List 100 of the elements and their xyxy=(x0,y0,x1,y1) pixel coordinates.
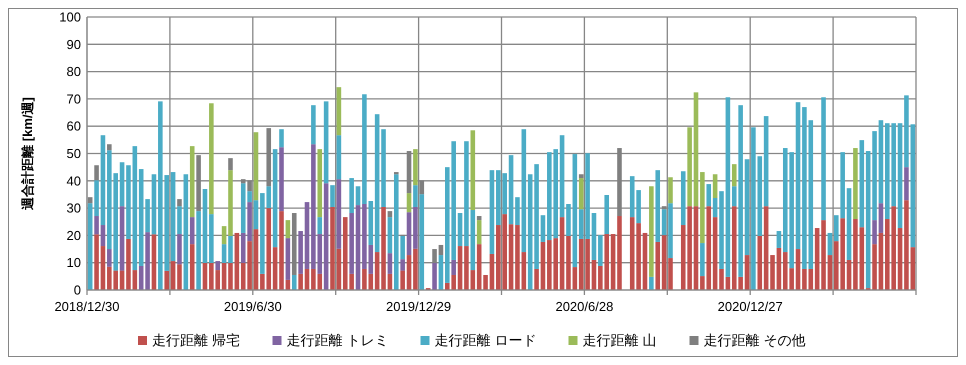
bar xyxy=(240,183,246,233)
y-tick-label: 60 xyxy=(66,118,81,134)
bar xyxy=(190,146,195,218)
bar xyxy=(578,238,584,290)
bar xyxy=(254,132,258,200)
bar xyxy=(438,255,444,290)
bar xyxy=(891,206,896,290)
x-tick-label: 2019/6/30 xyxy=(224,299,282,314)
bar xyxy=(413,149,418,186)
bar xyxy=(419,194,424,290)
bar xyxy=(904,167,909,200)
bar xyxy=(164,175,170,271)
bar xyxy=(286,220,290,238)
bar xyxy=(362,268,367,290)
bar xyxy=(910,124,916,248)
bar xyxy=(522,129,526,252)
bar xyxy=(330,185,335,208)
bar xyxy=(764,116,768,206)
bar xyxy=(215,261,220,270)
bar xyxy=(272,149,278,248)
bar xyxy=(368,274,374,290)
y-tick-label: 80 xyxy=(66,64,81,80)
bar xyxy=(138,169,144,266)
bar xyxy=(553,149,558,238)
bar xyxy=(706,184,712,206)
bar xyxy=(413,185,418,208)
bar xyxy=(228,158,233,170)
bar xyxy=(324,183,328,290)
bar xyxy=(286,238,290,280)
bar xyxy=(190,244,195,290)
bar xyxy=(680,225,686,290)
bar xyxy=(113,270,118,290)
bar xyxy=(860,227,864,290)
bar xyxy=(388,211,392,218)
bar xyxy=(502,214,507,290)
bar xyxy=(732,164,737,186)
bar xyxy=(808,120,814,269)
bar xyxy=(649,276,654,290)
bar xyxy=(885,123,890,220)
bar xyxy=(247,202,252,242)
bar xyxy=(120,206,124,271)
x-tick-label: 2018/12/30 xyxy=(54,299,120,314)
y-axis-title: 週合計距離 [km/週] xyxy=(20,97,35,211)
bar xyxy=(324,101,328,184)
bar xyxy=(522,252,526,290)
bar xyxy=(476,244,482,290)
bar xyxy=(528,174,532,290)
y-tick-label: 40 xyxy=(66,173,81,188)
y-tick-label: 0 xyxy=(74,282,81,298)
bar xyxy=(349,274,354,290)
bar xyxy=(445,167,450,283)
bar xyxy=(240,232,246,263)
x-tick-label: 2020/12/27 xyxy=(718,299,783,314)
legend-label: 走行距離 帰宅 xyxy=(152,332,240,348)
bar xyxy=(496,225,501,290)
bar xyxy=(490,170,494,254)
bar xyxy=(732,186,737,206)
bar xyxy=(317,234,322,274)
bar xyxy=(451,141,456,260)
bar xyxy=(177,199,182,206)
bar xyxy=(336,87,342,136)
bar xyxy=(445,282,450,290)
bar xyxy=(451,260,456,275)
legend-label: 走行距離 ロード xyxy=(434,332,536,348)
bar xyxy=(885,219,890,290)
bar xyxy=(342,217,348,290)
bar xyxy=(502,173,507,214)
bar xyxy=(400,236,405,260)
bar xyxy=(476,220,482,244)
x-tick-label: 2020/6/28 xyxy=(555,299,614,314)
bar xyxy=(470,210,476,270)
bar xyxy=(732,206,737,290)
bar xyxy=(834,241,839,290)
bar xyxy=(476,216,482,220)
bar xyxy=(336,179,342,249)
bar xyxy=(406,193,412,212)
bar xyxy=(368,201,374,245)
y-tick-label: 10 xyxy=(66,255,81,270)
bar xyxy=(776,231,782,248)
bar xyxy=(470,130,476,210)
bar xyxy=(604,234,610,290)
bar xyxy=(107,150,112,250)
bar xyxy=(578,178,584,210)
bar xyxy=(860,140,864,228)
bar xyxy=(317,217,322,234)
bar xyxy=(451,274,456,290)
bar xyxy=(553,238,558,290)
bar xyxy=(630,217,635,290)
bar xyxy=(107,144,112,150)
bar xyxy=(209,103,214,214)
bar xyxy=(834,215,839,242)
bar xyxy=(866,151,870,288)
bar xyxy=(496,170,501,226)
bar xyxy=(668,177,673,204)
bar xyxy=(604,194,610,234)
bar xyxy=(177,234,182,264)
bar xyxy=(317,149,322,218)
bar xyxy=(630,176,635,218)
bar xyxy=(368,244,374,274)
bar xyxy=(394,174,399,290)
